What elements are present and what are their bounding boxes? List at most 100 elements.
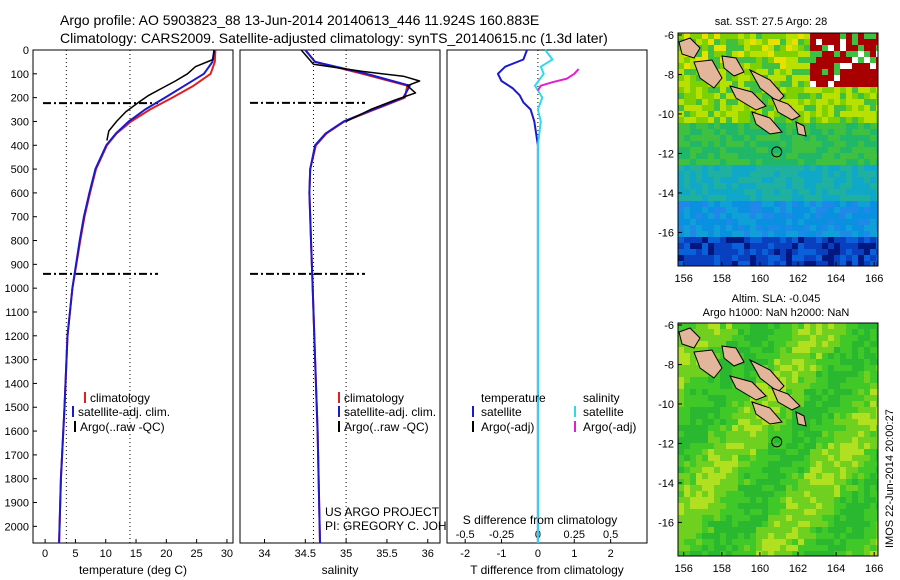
map-cell	[774, 249, 780, 255]
map-cell	[786, 431, 792, 437]
map-lat-tick-label: -16	[658, 227, 674, 239]
map-cell	[726, 545, 732, 551]
map-cell	[858, 243, 864, 249]
map-cell	[786, 141, 792, 147]
map-cell	[756, 165, 762, 171]
map-cell	[762, 153, 768, 159]
map-cell	[864, 123, 870, 129]
map-cell	[846, 111, 852, 117]
map-cell	[732, 515, 738, 521]
map-cell	[852, 147, 858, 153]
map-cell	[726, 177, 732, 183]
map-cell	[864, 365, 870, 371]
map-cell	[726, 419, 732, 425]
map-cell	[720, 329, 726, 335]
map-cell	[810, 87, 816, 93]
map-cell	[684, 383, 690, 389]
map-cell	[792, 437, 798, 443]
map-cell	[834, 225, 840, 231]
map-cell	[720, 159, 726, 165]
map-cell	[762, 111, 768, 117]
map-cell	[834, 539, 840, 545]
map-cell	[726, 135, 732, 141]
map-cell	[792, 261, 798, 266]
map-cell	[702, 545, 708, 551]
map-cell	[750, 183, 756, 189]
map-cell	[774, 51, 780, 57]
map-cell	[798, 255, 804, 261]
map-cell	[690, 219, 696, 225]
map-cell	[726, 105, 732, 111]
map-cell	[822, 389, 828, 395]
map-cell	[828, 545, 834, 551]
map-cell	[834, 153, 840, 159]
map-cell	[840, 69, 846, 75]
map-cell	[810, 57, 816, 63]
map-cell	[798, 521, 804, 527]
map-cell	[810, 123, 816, 129]
map-cell	[690, 165, 696, 171]
map-cell	[816, 135, 822, 141]
map-cell	[780, 341, 786, 347]
map-cell	[768, 335, 774, 341]
map-cell	[816, 539, 822, 545]
map-cell	[864, 135, 870, 141]
map-cell	[864, 473, 870, 479]
map-cell	[834, 177, 840, 183]
difference-x2label: S difference from climatology	[463, 513, 618, 527]
map-cell	[720, 39, 726, 45]
map-cell	[696, 323, 702, 329]
map-cell	[696, 491, 702, 497]
map-cell	[750, 467, 756, 473]
map-cell	[714, 213, 720, 219]
map-cell	[822, 497, 828, 503]
map-cell	[714, 515, 720, 521]
map-cell	[774, 165, 780, 171]
map-cell	[798, 207, 804, 213]
map-cell	[720, 75, 726, 81]
map-cell	[816, 213, 822, 219]
map-cell	[762, 359, 768, 365]
map-cell	[732, 183, 738, 189]
map-cell	[780, 63, 786, 69]
map-cell	[858, 395, 864, 401]
map-cell	[804, 413, 810, 419]
difference-series	[496, 49, 580, 543]
map-cell	[828, 33, 834, 39]
map-cell	[696, 87, 702, 93]
map-cell	[750, 159, 756, 165]
map-cell	[690, 87, 696, 93]
map-cell	[870, 117, 876, 123]
island	[693, 59, 723, 89]
map-cell	[852, 341, 858, 347]
map-cell	[798, 329, 804, 335]
map-cell	[708, 165, 714, 171]
map-cell	[756, 545, 762, 551]
map-cell	[804, 407, 810, 413]
map-cell	[708, 485, 714, 491]
map-cell	[768, 237, 774, 243]
map-cell	[816, 413, 822, 419]
map-cell	[846, 105, 852, 111]
map-cell	[696, 153, 702, 159]
map-cell	[732, 195, 738, 201]
map-cell	[750, 231, 756, 237]
map-cell	[822, 147, 828, 153]
map-cell	[864, 39, 870, 45]
map-cell	[864, 117, 870, 123]
map-cell	[822, 183, 828, 189]
map-cell	[822, 45, 828, 51]
map-cell	[714, 99, 720, 105]
map-cell	[738, 479, 744, 485]
map-cell	[774, 479, 780, 485]
map-cell	[798, 153, 804, 159]
map-cell	[696, 189, 702, 195]
map-cell	[762, 57, 768, 63]
map-cell	[792, 329, 798, 335]
map-cell	[774, 261, 780, 266]
map-cell	[774, 213, 780, 219]
map-cell	[738, 455, 744, 461]
map-cell	[810, 93, 816, 99]
map-cell	[816, 425, 822, 431]
map-cell	[816, 395, 822, 401]
